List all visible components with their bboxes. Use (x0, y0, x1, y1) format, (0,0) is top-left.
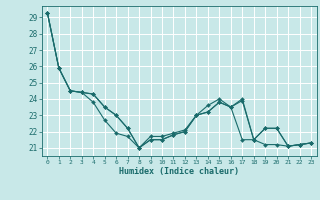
X-axis label: Humidex (Indice chaleur): Humidex (Indice chaleur) (119, 167, 239, 176)
